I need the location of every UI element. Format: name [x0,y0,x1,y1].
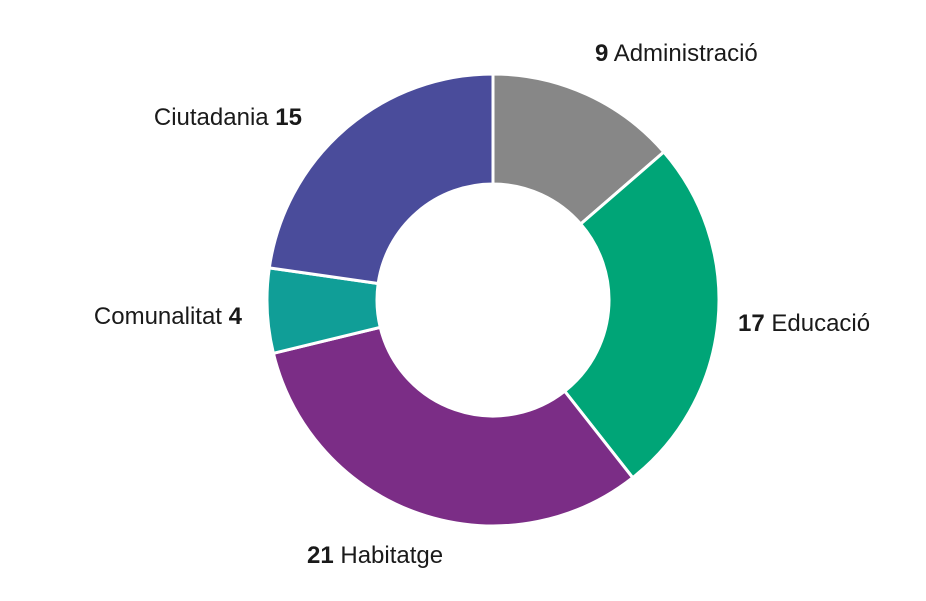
slice-value: 9 [595,40,608,67]
slice-value: 21 [307,542,334,569]
slice-name: Comunalitat [94,303,229,330]
slice-name: Educació [765,310,870,337]
slice-name: Ciutadania [154,104,275,131]
slice-name: Habitatge [334,542,443,569]
slice-label-ciutadania: Ciutadania 15 [154,104,302,131]
slice-educaci- [562,149,721,480]
slice-label-administraci-: 9 Administració [595,40,758,67]
slice-label-habitatge: 21 Habitatge [307,542,443,569]
slice-label-educaci-: 17 Educació [738,310,870,337]
slices-group [265,72,721,528]
slice-value: 15 [275,104,302,131]
slice-label-comunalitat: Comunalitat 4 [94,303,243,330]
slice-habitatge [271,325,635,528]
slice-value: 4 [229,303,243,330]
slice-value: 17 [738,310,765,337]
slice-ciutadania [267,72,495,286]
slice-name: Administració [608,40,757,67]
labels-group: 9 Administració 17 Educació 21 Habitatge Co… [94,40,870,569]
